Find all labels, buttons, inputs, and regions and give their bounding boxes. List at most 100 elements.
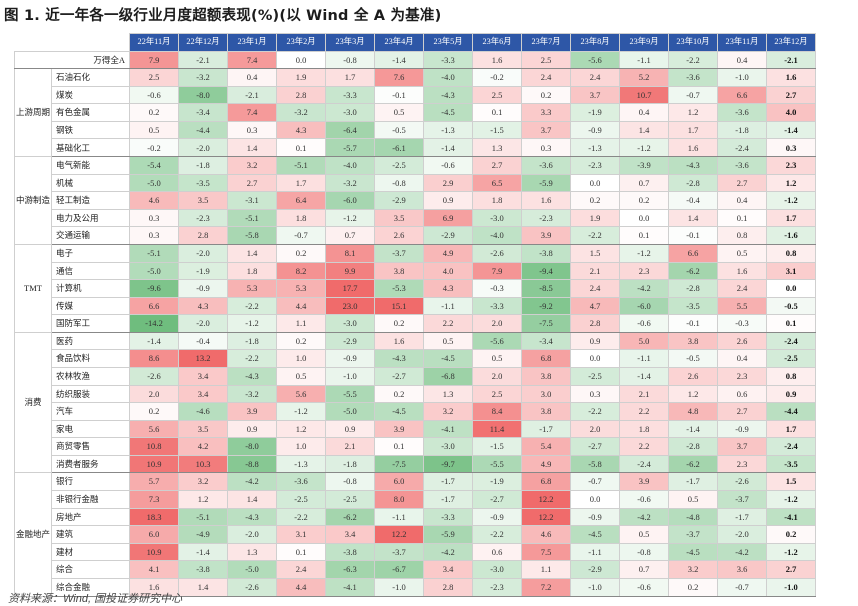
value-cell: -6.2 [325, 507, 375, 527]
month-header: 23年7月 [521, 33, 571, 52]
value-cell: 7.4 [227, 103, 277, 122]
value-cell: 0.2 [619, 191, 669, 210]
value-cell: 2.4 [570, 279, 620, 298]
value-cell: -1.8 [227, 331, 277, 351]
table-row: 消费 医药 -1.4 -0.4 -1.8 0.2 -2.9 1.6 0.5 -5.6 -3.4 0.9… [14, 331, 816, 474]
value-cell: -1.4 [178, 542, 228, 562]
value-cell: -1.0 [570, 577, 620, 597]
value-cell: -3.5 [668, 296, 718, 316]
value-cell: -6.7 [374, 560, 424, 579]
value-cell: 4.2 [178, 437, 228, 456]
value-cell: 2.1 [619, 384, 669, 404]
value-cell: 18.3 [129, 507, 179, 527]
month-header: 22年12月 [178, 33, 228, 52]
value-cell: 10.3 [178, 454, 228, 474]
value-cell: 3.8 [374, 261, 424, 281]
value-cell: -5.6 [570, 50, 620, 70]
value-cell: -4.1 [766, 507, 816, 527]
table-row: 房地产 18.3 -5.1 -4.3 -2.2 -6.2 -1.1 -3.3 -0.9 12.2-… [15, 507, 816, 527]
value-cell: -1.0 [766, 577, 816, 597]
value-cell: -0.8 [619, 542, 669, 562]
value-cell: -1.9 [472, 472, 522, 492]
value-cell: 2.2 [619, 402, 669, 421]
value-cell: -0.3 [472, 279, 522, 298]
value-cell: 6.5 [472, 173, 522, 193]
value-cell: 0.9 [570, 331, 620, 351]
value-cell: -2.2 [570, 226, 620, 245]
value-cell: 8.6 [129, 349, 179, 368]
value-cell: 1.8 [472, 191, 522, 210]
value-cell: 0.2 [129, 103, 179, 122]
table-row: 机械 -5.0 -3.5 2.7 1.7 -3.2 -0.8 2.9 6.5 -5.9 0.0 0.7… [15, 173, 816, 193]
value-cell: 0.6 [472, 542, 522, 562]
value-cell: 3.7 [521, 120, 571, 140]
value-cell: -1.2 [276, 402, 326, 421]
value-cell: -5.4 [129, 156, 179, 175]
value-cell: 3.2 [668, 560, 718, 579]
value-cell: 3.5 [178, 191, 228, 210]
value-cell: 2.3 [717, 454, 767, 474]
value-cell: 0.9 [423, 191, 473, 210]
value-cell: -2.0 [178, 138, 228, 158]
value-cell: 23.0 [325, 296, 375, 316]
value-cell: 0.0 [766, 279, 816, 298]
value-cell: 3.2 [227, 156, 277, 175]
table-row: 钢铁 0.5 -4.4 0.3 4.3 -6.4 -0.5 -1.3 -1.5 3.7 -0.9 1.… [15, 120, 816, 140]
value-cell: 5.6 [129, 419, 179, 439]
industry-name: 房地产 [51, 507, 130, 527]
industry-name: 电子 [51, 243, 130, 263]
value-cell: -5.1 [276, 156, 326, 175]
value-cell: -0.5 [668, 349, 718, 368]
table-row: TMT 电子 -5.1 -2.0 1.4 0.2 8.1 -3.7 4.9 -2.6 -3.8 1.5… [14, 243, 816, 333]
value-cell: -4.0 [325, 156, 375, 175]
value-cell: -1.8 [178, 156, 228, 175]
value-cell: -2.6 [472, 243, 522, 263]
value-cell: -5.0 [129, 173, 179, 193]
value-cell: -2.4 [717, 138, 767, 158]
value-cell: 0.1 [766, 314, 816, 333]
value-cell: -2.1 [178, 50, 228, 70]
value-cell: 4.0 [766, 103, 816, 122]
table-row: 汽车 0.2 -4.6 3.9 -1.2 -5.0 -4.5 3.2 8.4 3.8 -2.2 2.2… [15, 402, 816, 421]
value-cell: -3.4 [178, 103, 228, 122]
value-cell: -2.3 [521, 208, 571, 228]
value-cell: -5.7 [325, 138, 375, 158]
value-cell: -4.2 [619, 507, 669, 527]
value-cell: -2.4 [619, 454, 669, 474]
value-cell: 1.6 [129, 577, 179, 597]
figure-title: 图 1. 近一年各一级行业月度超额表现(%)(以 Wind 全 A 为基准) [4, 8, 442, 24]
value-cell: -3.1 [227, 191, 277, 210]
value-cell: 3.0 [521, 384, 571, 404]
value-cell: -2.2 [472, 525, 522, 544]
value-cell: -4.5 [668, 542, 718, 562]
value-cell: 4.6 [521, 525, 571, 544]
value-cell: -1.8 [717, 120, 767, 140]
value-cell: -5.0 [325, 402, 375, 421]
value-cell: 0.5 [717, 243, 767, 263]
value-cell: 6.0 [129, 525, 179, 544]
industry-name: 农林牧渔 [51, 366, 130, 386]
value-cell: 0.4 [227, 68, 277, 87]
value-cell: 3.4 [178, 384, 228, 404]
value-cell: -2.2 [570, 402, 620, 421]
value-cell: -8.0 [227, 437, 277, 456]
value-cell: 2.7 [717, 173, 767, 193]
value-cell: 1.2 [668, 384, 718, 404]
value-cell: 1.9 [570, 208, 620, 228]
value-cell: -5.3 [374, 279, 424, 298]
value-cell: 4.8 [668, 402, 718, 421]
value-cell: 3.2 [423, 402, 473, 421]
table-row: 交通运输 0.3 2.8 -5.8 -0.7 0.7 2.6 -2.9 -4.0 3.9 -2.2 0… [15, 226, 816, 245]
value-cell: 3.9 [374, 419, 424, 439]
month-header: 23年6月 [472, 33, 522, 52]
value-cell: -1.1 [570, 542, 620, 562]
value-cell: 0.0 [276, 50, 326, 70]
value-cell: -1.2 [619, 138, 669, 158]
value-cell: 3.9 [521, 226, 571, 245]
value-cell: 3.5 [178, 419, 228, 439]
value-cell: -3.8 [178, 560, 228, 579]
value-cell: -2.2 [276, 507, 326, 527]
value-cell: -2.2 [227, 296, 277, 316]
value-cell: -3.3 [472, 296, 522, 316]
value-cell: -5.5 [325, 384, 375, 404]
